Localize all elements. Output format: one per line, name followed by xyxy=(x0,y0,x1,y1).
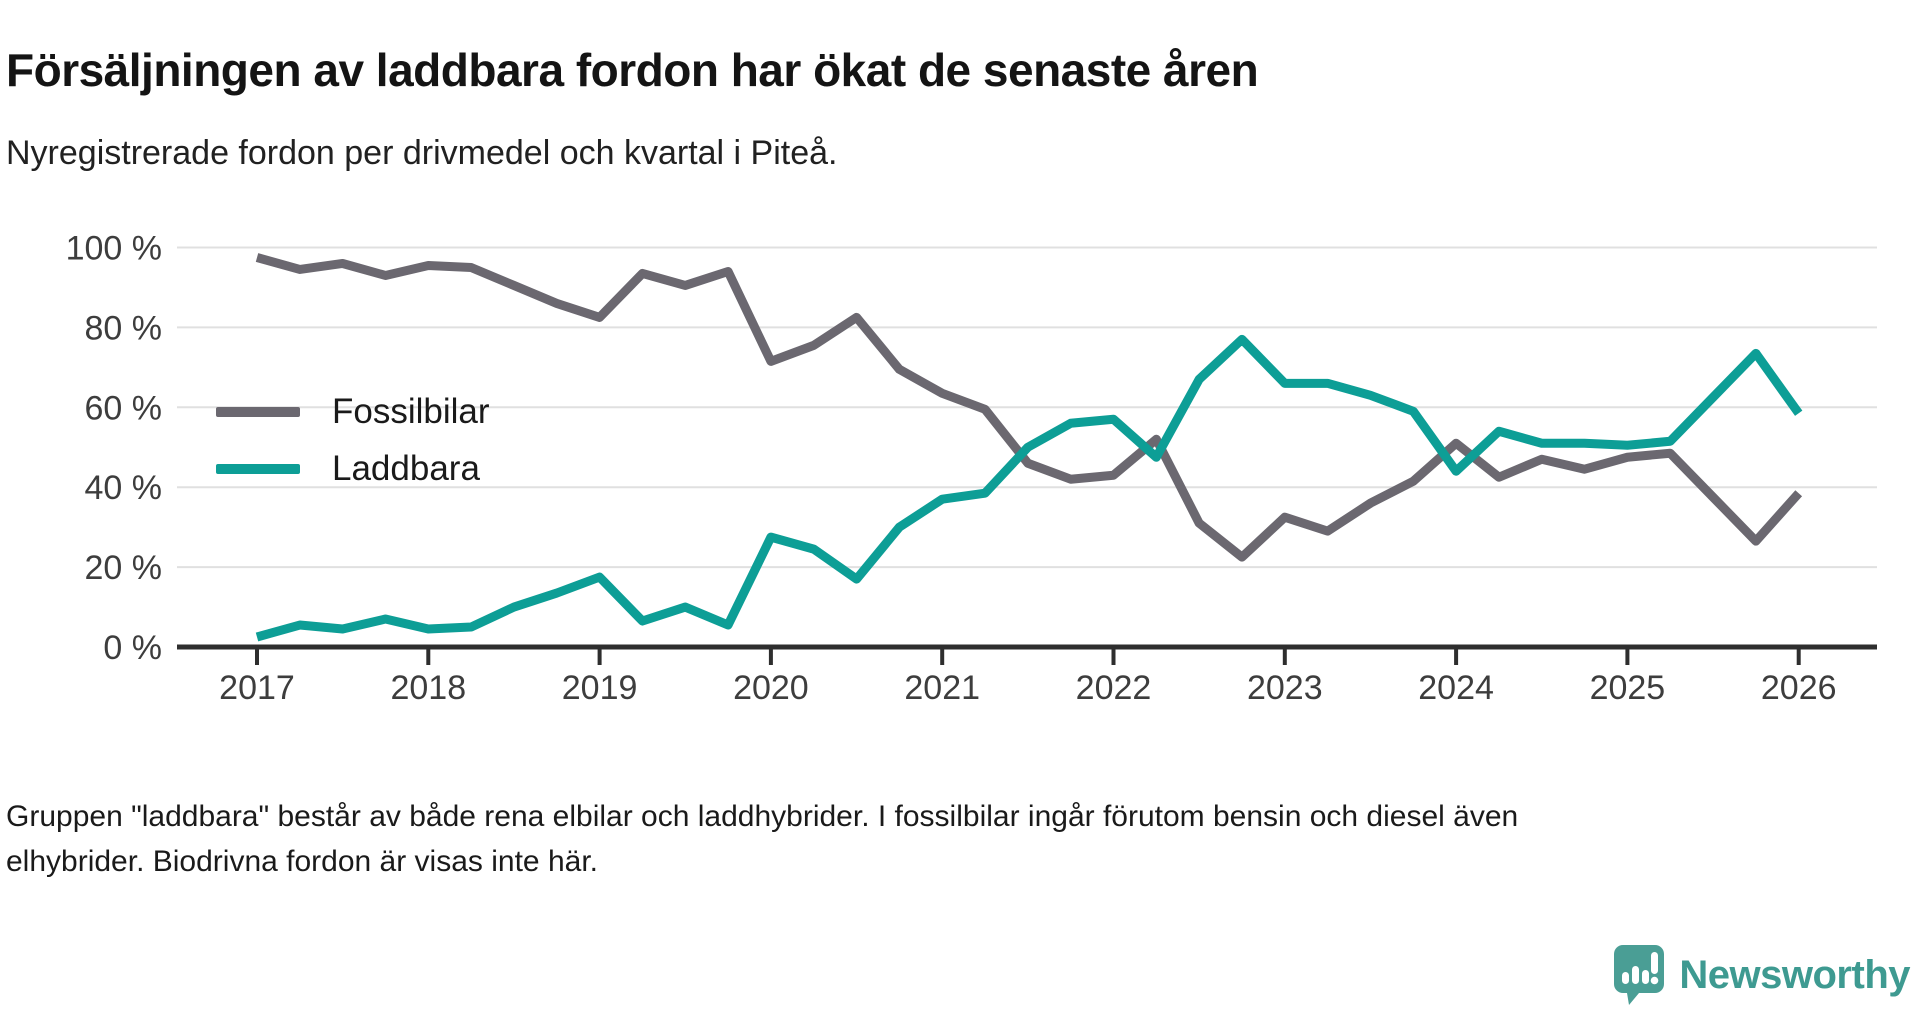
y-axis-tick-label: 60 % xyxy=(85,389,163,427)
x-axis-tick-label: 2021 xyxy=(904,669,980,707)
logo-exclamation-bar xyxy=(1651,952,1659,974)
newsworthy-logo-text: Newsworthy xyxy=(1679,952,1910,997)
chart-subtitle: Nyregistrerade fordon per drivmedel och … xyxy=(6,134,838,172)
x-axis-tick-label: 2024 xyxy=(1418,669,1494,707)
footnote-line-2: elhybrider. Biodrivna fordon är visas in… xyxy=(6,845,598,878)
y-axis-tick-label: 0 % xyxy=(103,629,162,667)
newsworthy-logo-icon xyxy=(1614,945,1665,1005)
legend-item-fossilbilar: Fossilbilar xyxy=(216,391,490,431)
x-axis-tick-label: 2019 xyxy=(562,669,638,707)
x-axis-tick-label: 2017 xyxy=(219,669,295,707)
chart-footnote: Gruppen "laddbara" består av både rena e… xyxy=(6,794,1866,884)
x-axis-tick-label: 2022 xyxy=(1076,669,1152,707)
y-axis-tick-label: 20 % xyxy=(85,549,163,587)
logo-bar-1 xyxy=(1622,972,1630,984)
legend-label-laddbara: Laddbara xyxy=(332,448,480,488)
x-axis-tick-label: 2018 xyxy=(390,669,466,707)
newsworthy-branding: Newsworthy xyxy=(1613,944,1910,1006)
y-axis-tick-label: 80 % xyxy=(85,309,163,347)
legend-item-laddbara: Laddbara xyxy=(216,448,490,488)
chart-legend: Fossilbilar Laddbara xyxy=(216,391,490,488)
laddbara-line-swatch xyxy=(216,463,300,474)
fossilbilar-line-swatch xyxy=(216,406,300,417)
series-line-laddbara xyxy=(255,334,1803,642)
x-axis-tick-label: 2026 xyxy=(1761,669,1837,707)
footnote-line-1: Gruppen "laddbara" består av både rena e… xyxy=(6,800,1519,833)
series-line-fossilbilar xyxy=(255,253,1803,562)
y-axis-tick-label: 40 % xyxy=(85,469,163,507)
x-axis-tick-label: 2020 xyxy=(733,669,809,707)
page-title: Försäljningen av laddbara fordon har öka… xyxy=(6,43,1259,96)
x-axis-tick-label: 2025 xyxy=(1590,669,1666,707)
y-axis-tick-label: 100 % xyxy=(66,230,162,268)
x-axis-tick-label: 2023 xyxy=(1247,669,1323,707)
logo-exclamation-dot xyxy=(1651,976,1659,985)
legend-label-fossilbilar: Fossilbilar xyxy=(332,391,490,431)
line-chart: 0 % 20 % 40 % 60 % 80 % 100 % 2017 2018 2019 2020… xyxy=(66,230,1877,707)
logo-bar-2 xyxy=(1632,966,1640,984)
logo-bar-3 xyxy=(1642,970,1650,984)
